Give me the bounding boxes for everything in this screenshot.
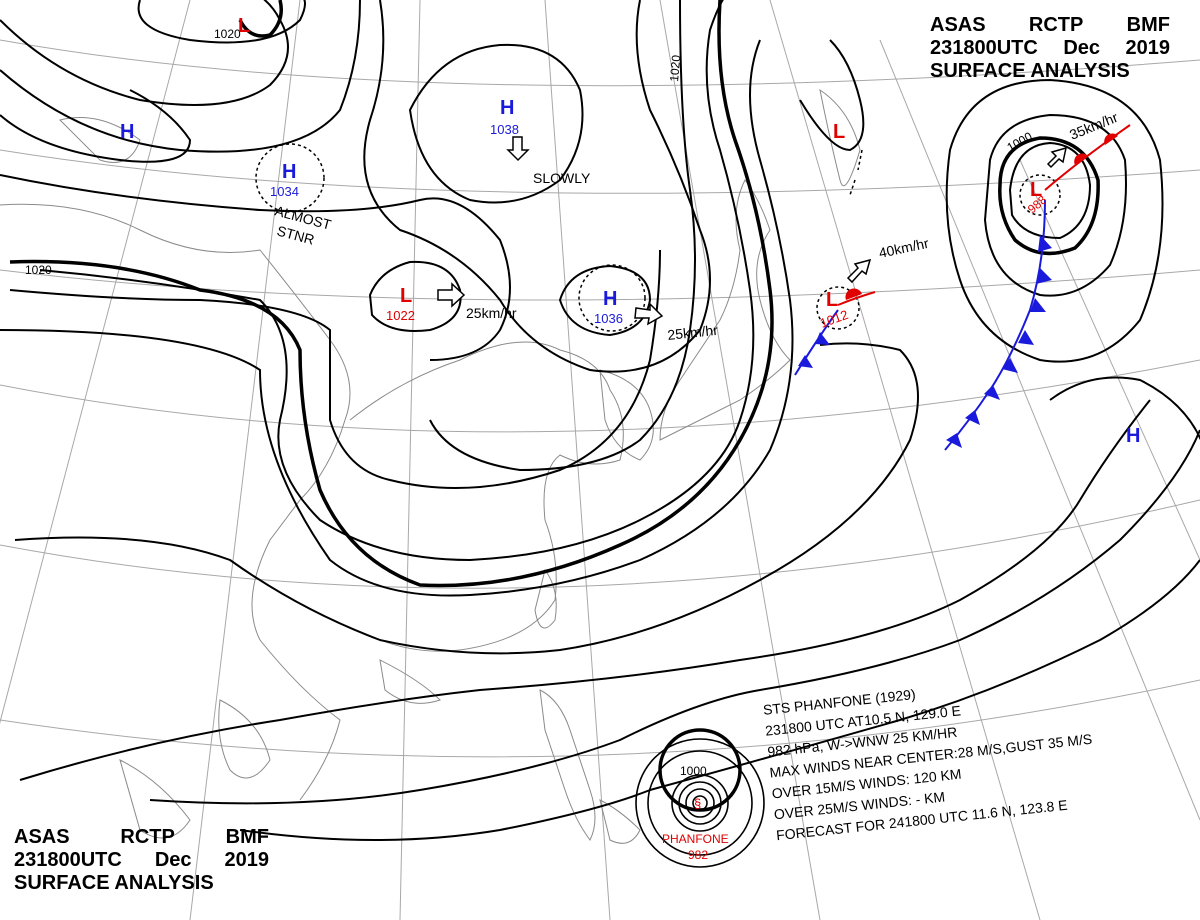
- arrow-icon: [506, 136, 530, 162]
- header-time: 231800UTC: [930, 37, 1038, 59]
- cold-front-marker: [815, 332, 830, 345]
- cold-front-line: [944, 199, 1046, 451]
- cold-front-marker: [946, 433, 962, 448]
- typhoon-name: PHANFONE: [662, 832, 729, 846]
- typhoon-symbol: § PHANFONE 982: [662, 796, 729, 862]
- high-center-letter: H: [120, 121, 134, 143]
- header-code: BMF: [1126, 14, 1170, 36]
- typhoon-icon: §: [694, 796, 701, 811]
- isobars: [0, 0, 1200, 841]
- header-block-top: ASAS RCTP BMF 231800UTC Dec 2019 SURFACE…: [930, 14, 1170, 83]
- header-title: SURFACE ANALYSIS: [14, 872, 214, 894]
- high-center-value: 1036: [594, 311, 623, 326]
- high-center-value: 1038: [490, 122, 519, 137]
- cold-front-marker: [984, 385, 1000, 400]
- isobar-label: 1020: [214, 27, 241, 41]
- isobar-label: 1020: [25, 263, 52, 277]
- cold-front-marker: [798, 355, 813, 368]
- isobar-labels: 1020 1020 1020 1000 1000: [25, 27, 1035, 778]
- movement-label: 25km/hr: [466, 305, 517, 321]
- warm-front-marker: [1104, 133, 1118, 145]
- arrow-icon: [437, 282, 466, 308]
- isobar-label: 1000: [1005, 129, 1035, 155]
- cold-front-marker: [1036, 268, 1052, 284]
- arrow-icon: [634, 302, 664, 326]
- high-center-value: 1034: [270, 184, 299, 199]
- header-month: Dec: [154, 849, 192, 871]
- warm-front-line: [837, 291, 876, 306]
- movement-label: SLOWLY: [533, 170, 591, 186]
- header-month: Dec: [1063, 37, 1101, 59]
- high-center-letter: H: [603, 288, 617, 310]
- header-time: 231800UTC: [14, 849, 122, 871]
- low-center-letter: L: [826, 289, 838, 311]
- header-station: RCTP: [120, 826, 175, 848]
- header-station: RCTP: [1028, 14, 1084, 36]
- typhoon-isobars: [635, 738, 765, 868]
- low-center-value: 1022: [386, 308, 415, 323]
- isobar-label: 1000: [680, 764, 707, 778]
- coastlines: [0, 88, 861, 844]
- header-year: 2019: [1125, 37, 1170, 59]
- header-agency: ASAS: [14, 826, 70, 848]
- high-center-letter: H: [282, 161, 296, 183]
- cold-front-marker: [1002, 358, 1018, 373]
- movement-label: 25km/hr: [667, 322, 719, 343]
- high-center-letter: H: [500, 97, 514, 119]
- warm-front-marker: [845, 288, 862, 300]
- movement-arrows: [437, 136, 1067, 326]
- header-title: SURFACE ANALYSIS: [930, 60, 1130, 82]
- cold-front-marker: [965, 410, 980, 425]
- header-year: 2019: [224, 849, 269, 871]
- cold-front-marker: [1038, 235, 1052, 252]
- arrow-icon: [846, 258, 872, 284]
- low-center-letter: L: [1030, 179, 1042, 201]
- low-center-letter: L: [833, 121, 845, 143]
- header-block-bottom: ASAS RCTP BMF 231800UTC Dec 2019 SURFACE…: [14, 826, 269, 895]
- center-rings: [255, 143, 1061, 332]
- arrow-icon: [1046, 146, 1067, 169]
- high-center-letter: H: [1126, 425, 1140, 447]
- low-center-letter: L: [400, 285, 412, 307]
- cold-front-marker: [1030, 298, 1046, 312]
- movement-label: 40km/hr: [877, 235, 930, 261]
- header-code: BMF: [225, 826, 269, 848]
- header-agency: ASAS: [930, 14, 986, 36]
- isobar-label: 1020: [667, 54, 683, 82]
- cold-front-marker: [1018, 330, 1034, 345]
- warm-front-marker: [1074, 153, 1088, 165]
- typhoon-pressure: 982: [688, 848, 708, 862]
- fronts: [794, 124, 1131, 451]
- low-center-letter: L: [238, 15, 250, 37]
